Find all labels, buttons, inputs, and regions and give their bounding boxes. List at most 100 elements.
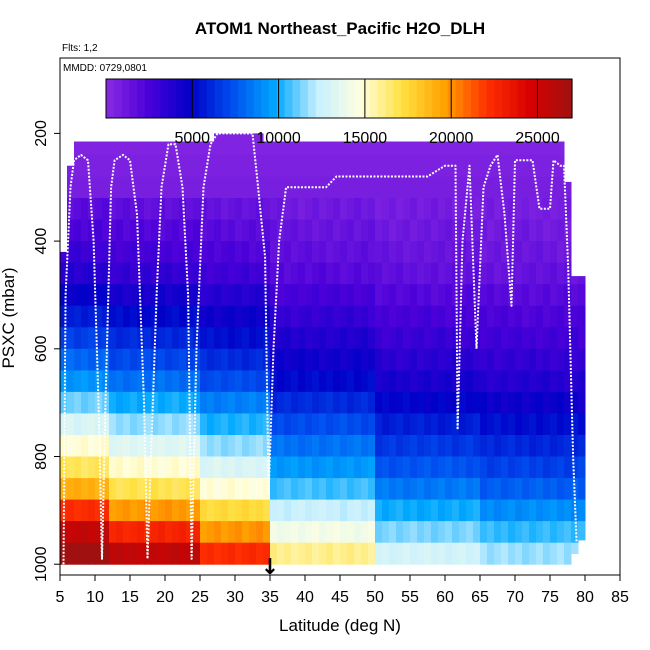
heatmap-cell	[312, 262, 320, 285]
heatmap-cell	[466, 198, 474, 220]
heatmap-cell	[529, 542, 537, 565]
heatmap-cell	[515, 305, 523, 328]
heatmap-cell	[88, 241, 96, 264]
heatmap-cell	[179, 219, 187, 242]
heatmap-cell	[291, 198, 299, 220]
heatmap-cell	[109, 219, 117, 242]
heatmap-cell	[242, 413, 250, 436]
colorbar-segment	[152, 79, 161, 118]
heatmap-cell	[424, 370, 432, 393]
heatmap-cell	[291, 348, 299, 371]
heatmap-cell	[375, 413, 383, 436]
heatmap-cell	[256, 391, 264, 414]
heatmap-cell	[522, 327, 530, 350]
colorbar-segment	[346, 79, 356, 118]
heatmap-cell	[543, 499, 551, 522]
heatmap-cell	[81, 176, 89, 199]
heatmap-cell	[88, 370, 96, 393]
heatmap-cell	[74, 176, 82, 199]
heatmap-cell	[522, 499, 530, 522]
heatmap-cell	[375, 154, 383, 177]
heatmap-cell	[249, 521, 257, 544]
heatmap-cell	[319, 499, 327, 522]
heatmap-cell	[452, 478, 460, 501]
heatmap-cell	[284, 241, 292, 264]
heatmap-cell	[305, 305, 313, 328]
heatmap-cell	[88, 542, 96, 565]
heatmap-cell	[305, 413, 313, 436]
x-tick-label: 40	[296, 589, 314, 606]
heatmap-cell	[389, 521, 397, 544]
heatmap-cell	[431, 176, 439, 199]
heatmap-cell	[81, 198, 89, 220]
heatmap-cell	[424, 348, 432, 371]
heatmap-cell	[557, 219, 565, 242]
heatmap-cell	[340, 241, 348, 264]
heatmap-cell	[564, 499, 572, 522]
heatmap-cell	[564, 327, 572, 350]
heatmap-cell	[242, 521, 250, 544]
heatmap-cell	[466, 521, 474, 544]
heatmap-cell	[284, 262, 292, 285]
heatmap-cell	[396, 499, 404, 522]
heatmap-cell	[144, 176, 152, 199]
heatmap-cell	[207, 262, 215, 285]
heatmap-cell	[396, 241, 404, 264]
heatmap-cell	[116, 141, 124, 156]
heatmap-cell	[354, 456, 362, 479]
heatmap-cell	[165, 327, 173, 350]
heatmap-cell	[116, 305, 124, 328]
heatmap-cell	[550, 284, 558, 307]
heatmap-cell	[340, 348, 348, 371]
heatmap-cell	[109, 391, 117, 414]
heatmap-cell	[508, 154, 516, 177]
heatmap-cell	[557, 141, 565, 156]
heatmap-cell	[480, 176, 488, 199]
heatmap-cell	[263, 542, 271, 565]
heatmap-cell	[501, 262, 509, 285]
heatmap-cell	[312, 198, 320, 220]
heatmap-cell	[67, 165, 75, 177]
heatmap-cell	[529, 456, 537, 479]
heatmap-cell	[172, 435, 180, 457]
colorbar-segment	[315, 79, 325, 118]
heatmap-cell	[382, 391, 390, 414]
heatmap-cell	[172, 305, 180, 328]
heatmap-cell	[550, 499, 558, 522]
heatmap-cell	[431, 219, 439, 242]
x-tick-label: 25	[191, 589, 209, 606]
colorbar-tick-label: 5000	[174, 130, 210, 147]
flight-track	[62, 132, 578, 565]
heatmap-cell	[550, 370, 558, 393]
colorbar-segment	[471, 79, 480, 118]
heatmap-cell	[221, 262, 229, 285]
heatmap-cell	[480, 499, 488, 522]
heatmap-cell	[270, 284, 278, 307]
heatmap-cell	[179, 391, 187, 414]
heatmap-cell	[291, 521, 299, 544]
heatmap-cell	[74, 219, 82, 242]
heatmap-cell	[550, 198, 558, 220]
heatmap-cell	[326, 521, 334, 544]
flight-track-line	[62, 132, 578, 565]
heatmap-cell	[228, 348, 236, 371]
heatmap-cell	[158, 413, 166, 436]
heatmap-cell	[263, 241, 271, 264]
heatmap-cell	[277, 370, 285, 393]
heatmap-cell	[319, 219, 327, 242]
heatmap-cell	[445, 478, 453, 501]
heatmap-cells	[60, 133, 586, 565]
colorbar-segment	[494, 79, 503, 118]
heatmap-cell	[536, 413, 544, 436]
colorbar-segment	[463, 79, 472, 118]
heatmap-cell	[284, 327, 292, 350]
heatmap-cell	[207, 370, 215, 393]
x-tick-label: 5	[56, 589, 65, 606]
heatmap-cell	[242, 154, 250, 177]
heatmap-cell	[326, 141, 334, 156]
heatmap-cell	[459, 305, 467, 328]
heatmap-cell	[326, 478, 334, 501]
colorbar-tick-label: 15000	[343, 130, 388, 147]
heatmap-cell	[473, 456, 481, 479]
heatmap-cell	[452, 521, 460, 544]
